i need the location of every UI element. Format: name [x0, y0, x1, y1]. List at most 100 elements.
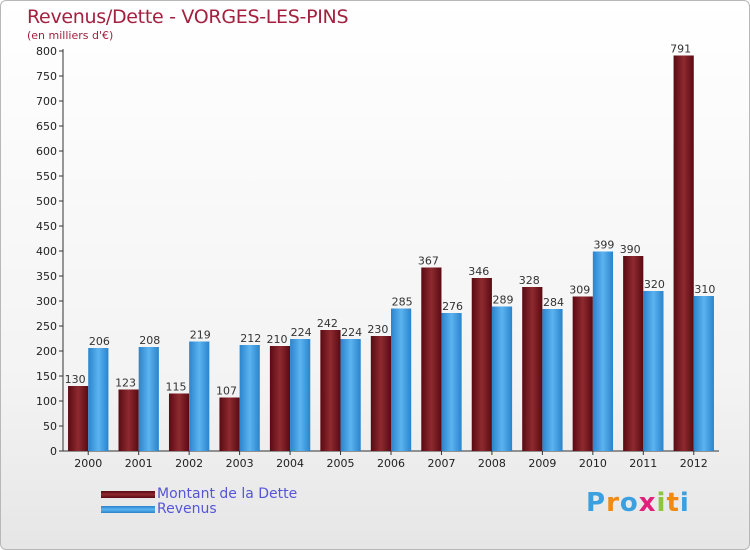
data-label: 206	[89, 335, 110, 348]
logo-letter: t	[666, 488, 680, 518]
debt-bar	[68, 386, 89, 451]
y-tick-label: 450	[36, 220, 57, 233]
data-label: 242	[317, 317, 338, 330]
x-tick-label: 2008	[478, 457, 506, 470]
debt-bar	[320, 330, 341, 451]
revenus-bar	[542, 309, 563, 451]
y-tick-label: 750	[36, 70, 57, 83]
data-label: 328	[519, 274, 540, 287]
data-label: 107	[216, 385, 237, 398]
debt-bar	[471, 278, 492, 451]
data-label: 284	[543, 296, 564, 309]
logo-letter: i	[679, 488, 690, 518]
data-label: 123	[115, 377, 136, 390]
revenus-bar	[239, 345, 260, 451]
revenus-bar	[491, 306, 513, 451]
data-label: 224	[341, 326, 362, 339]
data-label: 320	[644, 278, 665, 291]
y-tick-label: 250	[36, 320, 57, 333]
bars	[68, 55, 714, 451]
data-label: 212	[240, 332, 261, 345]
revenus-bar	[138, 347, 159, 451]
proxiti-logo: Proxiti	[586, 488, 690, 518]
logo-letter: i	[656, 488, 667, 518]
data-label: 276	[442, 300, 463, 313]
data-label: 289	[493, 294, 514, 307]
debt-bar	[168, 393, 190, 451]
y-tick-label: 0	[50, 445, 57, 458]
debt-bar	[623, 256, 644, 451]
revenus-bar	[88, 348, 109, 451]
data-label: 285	[392, 296, 413, 309]
y-tick-label: 500	[36, 195, 57, 208]
x-tick-label: 2011	[629, 457, 657, 470]
y-tick-label: 200	[36, 345, 57, 358]
y-tick-label: 400	[36, 245, 57, 258]
x-tick-label: 2010	[579, 457, 607, 470]
revenus-bar	[340, 339, 361, 451]
legend-label-revenus: Revenus	[157, 501, 217, 517]
data-label: 390	[620, 243, 641, 256]
revenus-bar	[592, 251, 614, 451]
debt-bar	[522, 287, 543, 451]
y-tick-label: 600	[36, 145, 57, 158]
data-label: 346	[468, 265, 489, 278]
revenus-bar	[693, 296, 714, 451]
legend-label-debt: Montant de la Dette	[157, 486, 298, 502]
debt-bar	[118, 389, 139, 451]
logo-letter: r	[606, 488, 620, 518]
debt-bar	[219, 397, 240, 451]
x-tick-label: 2005	[327, 457, 355, 470]
data-label: 791	[670, 43, 691, 56]
revenus-bar	[290, 339, 311, 451]
debt-bar	[269, 346, 291, 451]
data-label: 399	[593, 239, 614, 252]
y-tick-label: 800	[36, 45, 57, 58]
x-tick-label: 2012	[680, 457, 708, 470]
bar-chart: 0 50 100 150 200 250 300 350 400 450 500 550 600 650 7…	[36, 43, 719, 470]
revenus-bar	[391, 308, 412, 451]
data-label: 224	[291, 326, 312, 339]
data-label: 230	[367, 323, 388, 336]
y-tick-label: 350	[36, 270, 57, 283]
x-tick-label: 2003	[226, 457, 254, 470]
y-tick-label: 550	[36, 170, 57, 183]
y-tick-label: 50	[43, 420, 57, 433]
revenus-bar	[189, 341, 210, 451]
data-label: 309	[569, 284, 590, 297]
revenus-bar	[643, 291, 664, 451]
legend-swatch-debt	[101, 491, 155, 498]
revenus-bar	[441, 313, 462, 451]
data-label: 219	[190, 329, 211, 342]
data-label: 208	[139, 334, 160, 347]
x-tick-label: 2002	[175, 457, 203, 470]
data-label: 130	[65, 373, 86, 386]
chart-title: Revenus/Dette - VORGES-LES-PINS	[27, 6, 349, 28]
logo-letter: o	[619, 488, 639, 518]
y-tick-label: 150	[36, 370, 57, 383]
y-tick-label: 300	[36, 295, 57, 308]
debt-bar	[572, 296, 593, 451]
debt-bar	[673, 55, 694, 451]
y-tick-label: 700	[36, 95, 57, 108]
logo-letter: P	[586, 488, 607, 518]
x-tick-label: 2006	[377, 457, 405, 470]
y-tick-label: 650	[36, 120, 57, 133]
x-tick-label: 2009	[528, 457, 556, 470]
debt-bar	[421, 267, 442, 451]
data-label: 115	[166, 381, 187, 394]
x-tick-label: 2001	[125, 457, 153, 470]
chart-subtitle: (en milliers d'€)	[27, 29, 114, 42]
x-tick-label: 2007	[427, 457, 455, 470]
data-label: 310	[694, 283, 715, 296]
logo-letter: x	[638, 488, 657, 518]
debt-bar	[370, 336, 391, 451]
y-tick-label: 100	[36, 395, 57, 408]
x-tick-label: 2004	[276, 457, 304, 470]
x-tick-label: 2000	[74, 457, 102, 470]
legend-swatch-revenus	[101, 506, 155, 513]
data-label: 210	[266, 333, 287, 346]
data-label: 367	[418, 255, 439, 268]
